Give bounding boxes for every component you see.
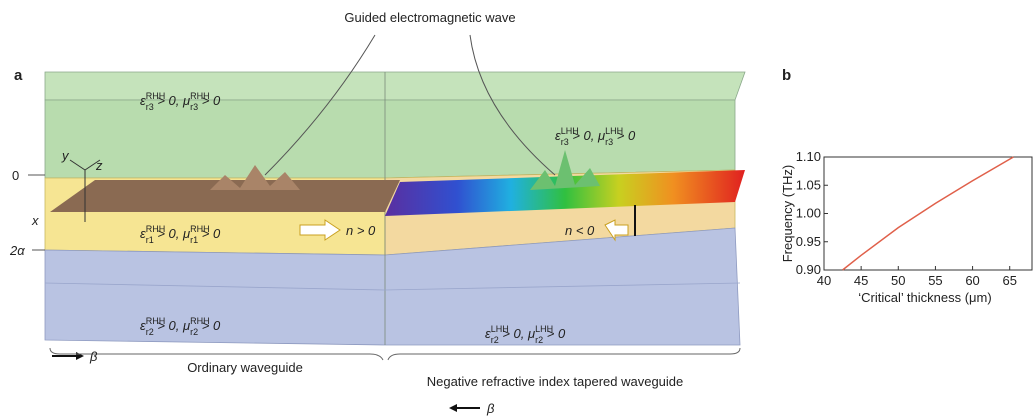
label-part: r3 bbox=[190, 102, 198, 112]
x-tick-label: 65 bbox=[1002, 273, 1016, 288]
label-part: r1 bbox=[146, 235, 154, 245]
label-part: > 0 bbox=[543, 326, 566, 341]
x-tick-label: 40 bbox=[817, 273, 831, 288]
label-part: r3 bbox=[561, 137, 569, 147]
beta-arrow bbox=[449, 404, 457, 412]
axis-label: x bbox=[31, 213, 39, 228]
index-label: n < 0 bbox=[565, 223, 595, 238]
label-part: > 0 bbox=[613, 128, 636, 143]
label-part: r1 bbox=[190, 235, 198, 245]
label-part: > 0 bbox=[198, 93, 221, 108]
region-label: Negative refractive index tapered wavegu… bbox=[427, 374, 684, 389]
label-part: r2 bbox=[146, 327, 154, 337]
plot-area bbox=[824, 157, 1032, 270]
axis-label: z bbox=[95, 158, 103, 173]
brace bbox=[50, 348, 383, 360]
label-part: > 0, μ bbox=[499, 326, 535, 341]
figure: Guided electromagnetic wave a b y z 0 x … bbox=[0, 0, 1033, 419]
label-part: > 0, μ bbox=[569, 128, 605, 143]
brace bbox=[388, 348, 740, 360]
label-part: r3 bbox=[146, 102, 154, 112]
y-axis-label: Frequency (THz) bbox=[780, 165, 795, 263]
panel-label: b bbox=[782, 67, 791, 84]
label-part: > 0, μ bbox=[154, 226, 190, 241]
label-part: > 0 bbox=[198, 226, 221, 241]
y-tick-label: 1.05 bbox=[796, 177, 821, 192]
x-tick-label: 60 bbox=[965, 273, 979, 288]
y-tick-label: 0.95 bbox=[796, 234, 821, 249]
label-part: r2 bbox=[491, 335, 499, 345]
beta-arrow bbox=[76, 352, 84, 360]
beta-label: β bbox=[89, 349, 98, 364]
label-part: > 0 bbox=[198, 318, 221, 333]
x-tick-label: 50 bbox=[891, 273, 905, 288]
y-tick-label: 1.00 bbox=[796, 206, 821, 221]
label-part: > 0, μ bbox=[154, 93, 190, 108]
label-part: r3 bbox=[605, 137, 613, 147]
label-part: > 0, μ bbox=[154, 318, 190, 333]
beta-label: β bbox=[486, 401, 495, 416]
axis-label: 0 bbox=[12, 168, 19, 183]
axis-label: 2α bbox=[9, 243, 25, 258]
x-axis-label: ‘Critical’ thickness (μm) bbox=[858, 290, 991, 305]
x-tick-label: 45 bbox=[854, 273, 868, 288]
panel-label: a bbox=[14, 67, 23, 84]
caption: Guided electromagnetic wave bbox=[344, 10, 515, 25]
region-label: Ordinary waveguide bbox=[187, 360, 303, 375]
label-part: r2 bbox=[535, 335, 543, 345]
index-label: n > 0 bbox=[346, 223, 376, 238]
x-tick-label: 55 bbox=[928, 273, 942, 288]
y-tick-label: 1.10 bbox=[796, 149, 821, 164]
label-part: r2 bbox=[190, 327, 198, 337]
